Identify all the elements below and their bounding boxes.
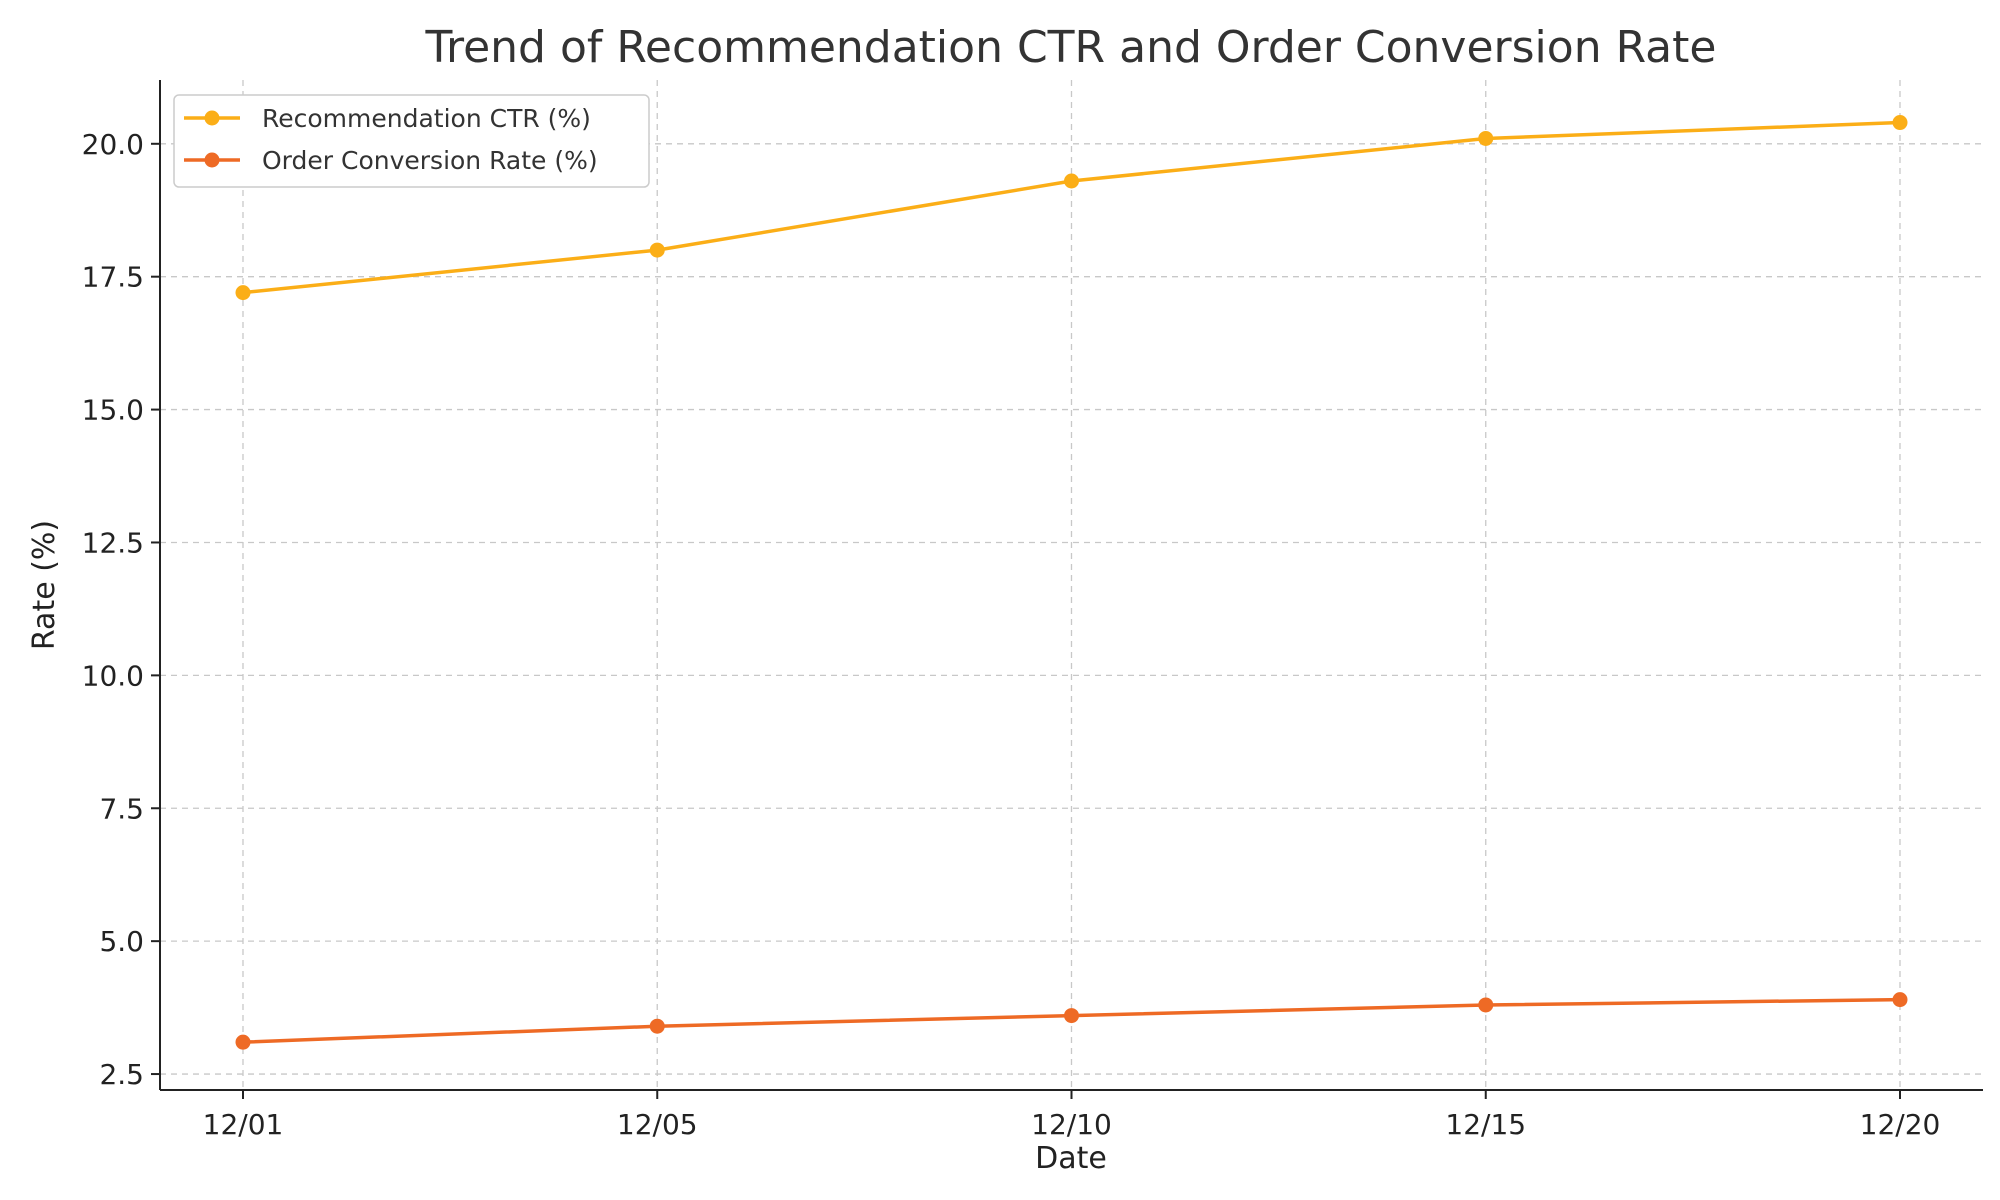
y-tick-label: 2.5: [99, 1058, 144, 1091]
ticks: 2.5 5.0 7.5 10.0 12.5 15.0 17.5 20.0 12/01 12/05 1…: [82, 128, 1941, 1141]
legend: Recommendation CTR (%) Order Conversion R…: [173, 94, 650, 188]
legend-items: Recommendation CTR (%) Order Conversion R…: [184, 104, 598, 175]
data-point: [235, 1034, 251, 1050]
y-tick-label: 12.5: [82, 526, 144, 559]
legend-label-1: Order Conversion Rate (%): [262, 146, 598, 175]
x-tick-label: 12/15: [1445, 1108, 1526, 1141]
x-tick-label: 12/20: [1860, 1108, 1941, 1141]
series: [235, 115, 1908, 1050]
legend-label-0: Recommendation CTR (%): [262, 104, 591, 133]
data-point: [1478, 130, 1494, 146]
data-point: [1892, 115, 1908, 131]
y-tick-label: 17.5: [82, 261, 144, 294]
data-point: [1064, 1008, 1079, 1024]
data-point: [649, 1018, 665, 1034]
data-point: [1478, 997, 1494, 1013]
grid: [160, 80, 1983, 1090]
y-tick-label: 10.0: [82, 659, 144, 692]
legend-marker-0: [204, 110, 220, 126]
y-tick-label: 7.5: [99, 792, 144, 825]
data-point: [1064, 173, 1079, 189]
x-tick-label: 12/10: [1031, 1108, 1112, 1141]
legend-box: [173, 94, 650, 188]
y-axis-title: Rate (%): [27, 520, 62, 650]
data-point: [1892, 992, 1908, 1008]
x-axis-title: Date: [1035, 1141, 1107, 1176]
y-tick-label: 20.0: [82, 128, 144, 161]
y-tick-label: 15.0: [82, 394, 144, 427]
data-point: [235, 285, 251, 301]
chart-title: Trend of Recommendation CTR and Order Co…: [425, 22, 1717, 73]
legend-marker-1: [204, 152, 220, 168]
y-tick-label: 5.0: [99, 925, 144, 958]
x-tick-label: 12/05: [617, 1108, 698, 1141]
x-tick-label: 12/01: [203, 1108, 284, 1141]
data-point: [649, 242, 665, 258]
